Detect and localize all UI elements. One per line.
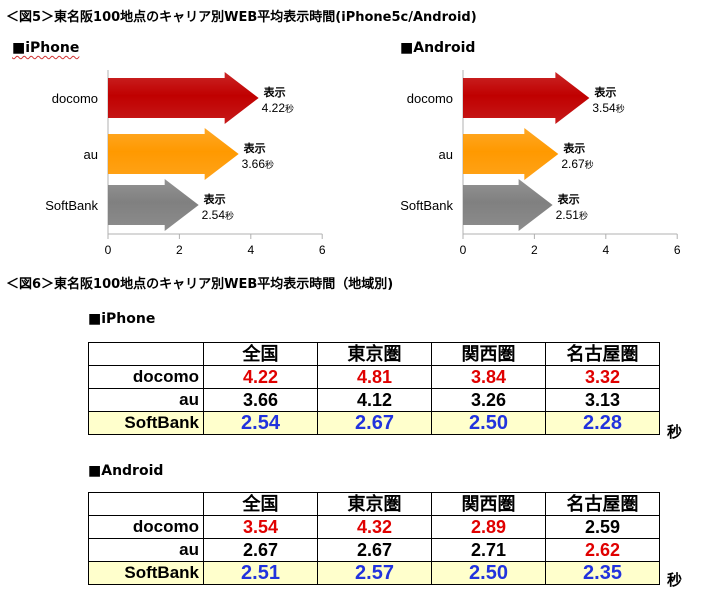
- row-label: docomo: [88, 365, 204, 389]
- iphone-table-unit: 秒: [667, 424, 683, 441]
- category-label: SoftBank: [400, 198, 453, 213]
- data-label-value: 4.22秒: [262, 101, 294, 115]
- x-tick-label: 0: [105, 243, 112, 257]
- android-chart-title: ■Android: [400, 40, 476, 56]
- table-cell: 2.50: [431, 411, 546, 435]
- data-label-value: 2.67秒: [561, 157, 593, 171]
- column-header: 東京圏: [317, 342, 432, 366]
- table-row: docomo 4.22 4.81 3.84 3.32: [88, 365, 660, 389]
- table-cell: 2.67: [317, 411, 432, 435]
- column-header: 全国: [203, 342, 318, 366]
- row-label: SoftBank: [88, 561, 204, 585]
- category-label: au: [439, 147, 453, 162]
- table-header-row: 全国 東京圏 関西圏 名古屋圏: [88, 492, 660, 516]
- table-row: au 3.66 4.12 3.26 3.13: [88, 388, 660, 412]
- table-cell: 2.35: [545, 561, 660, 585]
- iphone-chart-title: ■iPhone: [12, 40, 80, 56]
- data-label-unit: 秒: [265, 159, 274, 170]
- table-cell: 2.50: [431, 561, 546, 585]
- table-corner-cell: [88, 342, 204, 366]
- table-cell: 4.81: [317, 365, 432, 389]
- table-corner-cell: [88, 492, 204, 516]
- row-label: au: [88, 538, 204, 562]
- data-label-value: 2.51秒: [556, 208, 588, 222]
- table-cell: 3.32: [545, 365, 660, 389]
- iphone-time-table: 全国 東京圏 関西圏 名古屋圏 docomo 4.22 4.81 3.84 3.32 au 3.66…: [88, 342, 660, 435]
- bar-au: [463, 128, 559, 180]
- figure5-title: ＜図5＞東名阪100地点のキャリア別WEB平均表示時間(iPhone5c/And…: [6, 10, 477, 25]
- table-row: SoftBank 2.51 2.57 2.50 2.35: [88, 561, 660, 585]
- table-cell: 2.71: [431, 538, 546, 562]
- table-row: au 2.67 2.67 2.71 2.62: [88, 538, 660, 562]
- category-label: au: [84, 147, 98, 162]
- table-cell: 3.54: [203, 515, 318, 539]
- table-row: docomo 3.54 4.32 2.89 2.59: [88, 515, 660, 539]
- data-label-value: 2.54秒: [202, 208, 234, 222]
- data-label-prefix: 表示: [243, 141, 266, 155]
- table-cell: 3.26: [431, 388, 546, 412]
- category-label: docomo: [407, 91, 453, 106]
- column-header: 関西圏: [431, 492, 546, 516]
- data-label-unit: 秒: [579, 210, 588, 221]
- x-tick-label: 6: [319, 243, 326, 257]
- table-cell: 2.89: [431, 515, 546, 539]
- x-tick-label: 4: [247, 243, 254, 257]
- table-cell: 3.13: [545, 388, 660, 412]
- table-cell: 4.22: [203, 365, 318, 389]
- data-label-prefix: 表示: [593, 85, 616, 99]
- bar-softbank: [463, 179, 553, 231]
- table-cell: 2.59: [545, 515, 660, 539]
- category-label: SoftBank: [45, 198, 98, 213]
- column-header: 関西圏: [431, 342, 546, 366]
- table-cell: 2.28: [545, 411, 660, 435]
- table-cell: 2.67: [203, 538, 318, 562]
- data-label-prefix: 表示: [562, 141, 585, 155]
- x-tick-label: 6: [674, 243, 681, 257]
- column-header: 名古屋圏: [545, 492, 660, 516]
- table-header-row: 全国 東京圏 関西圏 名古屋圏: [88, 342, 660, 366]
- android-table-title: ■Android: [88, 463, 164, 479]
- android-time-table: 全国 東京圏 関西圏 名古屋圏 docomo 3.54 4.32 2.89 2.59 au 2.67…: [88, 492, 660, 585]
- bar-softbank: [108, 179, 199, 231]
- row-label: docomo: [88, 515, 204, 539]
- bar-docomo: [108, 72, 259, 124]
- data-label-unit: 秒: [225, 210, 234, 221]
- figure6-title: ＜図6＞東名阪100地点のキャリア別WEB平均表示時間（地域別): [6, 277, 394, 292]
- android-bar-chart: 0 2 4 6 docomo 表示 3.54秒 au 表示 2.67秒 SoftBank 表示 2.51…: [400, 70, 681, 257]
- data-label-unit: 秒: [585, 159, 594, 170]
- row-label: SoftBank: [88, 411, 204, 435]
- x-tick-label: 0: [460, 243, 467, 257]
- data-label-prefix: 表示: [203, 192, 226, 206]
- bar-au: [108, 128, 239, 180]
- row-label: au: [88, 388, 204, 412]
- x-tick-label: 4: [602, 243, 609, 257]
- iphone-bar-chart: 0 2 4 6 docomo 表示 4.22秒 au 表示 3.66秒 SoftBank 表示 2.54…: [45, 70, 326, 257]
- table-cell: 2.67: [317, 538, 432, 562]
- data-label-unit: 秒: [616, 103, 625, 114]
- table-cell: 3.84: [431, 365, 546, 389]
- x-tick-label: 2: [531, 243, 538, 257]
- bar-docomo: [463, 72, 590, 124]
- data-label-prefix: 表示: [263, 85, 286, 99]
- category-label: docomo: [52, 91, 98, 106]
- android-table-unit: 秒: [667, 572, 683, 589]
- x-tick-label: 2: [176, 243, 183, 257]
- data-label-unit: 秒: [285, 103, 294, 114]
- table-cell: 2.51: [203, 561, 318, 585]
- table-cell: 2.57: [317, 561, 432, 585]
- table-cell: 3.66: [203, 388, 318, 412]
- column-header: 東京圏: [317, 492, 432, 516]
- table-cell: 4.12: [317, 388, 432, 412]
- table-row: SoftBank 2.54 2.67 2.50 2.28: [88, 411, 660, 435]
- column-header: 全国: [203, 492, 318, 516]
- column-header: 名古屋圏: [545, 342, 660, 366]
- data-label-value: 3.66秒: [242, 157, 274, 171]
- iphone-table-title: ■iPhone: [88, 311, 156, 327]
- data-label-prefix: 表示: [557, 192, 580, 206]
- table-cell: 4.32: [317, 515, 432, 539]
- data-label-value: 3.54秒: [592, 101, 624, 115]
- table-cell: 2.54: [203, 411, 318, 435]
- table-cell: 2.62: [545, 538, 660, 562]
